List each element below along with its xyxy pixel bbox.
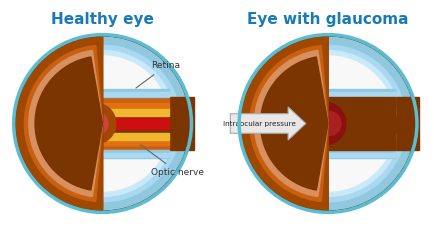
Circle shape	[302, 102, 345, 145]
Bar	[93, 118, 169, 129]
Bar	[319, 150, 394, 158]
Wedge shape	[79, 50, 176, 197]
Bar	[93, 139, 169, 145]
Wedge shape	[14, 35, 102, 212]
Text: Healthy eye: Healthy eye	[51, 12, 154, 27]
Polygon shape	[319, 145, 325, 155]
Bar	[319, 118, 394, 129]
Circle shape	[83, 111, 108, 136]
Polygon shape	[319, 102, 325, 145]
Wedge shape	[16, 37, 102, 210]
Wedge shape	[80, 51, 175, 196]
Bar	[319, 103, 394, 109]
Bar	[319, 92, 394, 96]
Circle shape	[75, 103, 115, 144]
Bar	[319, 109, 394, 116]
Wedge shape	[254, 51, 327, 197]
Bar	[323, 97, 418, 150]
Bar	[93, 153, 169, 157]
Bar	[319, 97, 394, 150]
Bar	[93, 109, 169, 116]
Wedge shape	[305, 50, 401, 197]
Polygon shape	[319, 106, 325, 141]
Bar	[98, 97, 193, 150]
Wedge shape	[87, 37, 188, 210]
Polygon shape	[319, 92, 325, 102]
Bar	[319, 139, 394, 145]
Wedge shape	[307, 45, 405, 202]
Text: Eye with glaucoma: Eye with glaucoma	[247, 12, 408, 27]
Wedge shape	[35, 57, 102, 190]
Circle shape	[239, 35, 416, 212]
Wedge shape	[82, 56, 170, 191]
Circle shape	[14, 35, 191, 212]
Wedge shape	[29, 51, 102, 197]
Bar	[319, 89, 394, 97]
Wedge shape	[24, 46, 102, 201]
Wedge shape	[312, 37, 413, 210]
Wedge shape	[305, 51, 400, 196]
Text: Optic nerve: Optic nerve	[140, 145, 204, 177]
Bar	[93, 92, 169, 96]
Wedge shape	[306, 56, 395, 191]
Bar	[93, 97, 169, 102]
Wedge shape	[312, 37, 413, 210]
Wedge shape	[239, 35, 327, 212]
Bar	[93, 133, 169, 139]
Polygon shape	[230, 107, 305, 140]
Polygon shape	[319, 99, 325, 147]
Wedge shape	[81, 54, 171, 193]
Bar	[93, 150, 169, 158]
Wedge shape	[87, 37, 188, 210]
Bar	[93, 103, 169, 109]
Wedge shape	[306, 54, 397, 193]
Bar	[319, 145, 394, 150]
Text: Retina: Retina	[135, 61, 180, 88]
Polygon shape	[319, 116, 325, 131]
Bar	[319, 153, 394, 157]
Wedge shape	[241, 37, 327, 210]
Circle shape	[316, 112, 340, 135]
Text: Intraocular pressure: Intraocular pressure	[222, 121, 295, 127]
Wedge shape	[260, 57, 327, 190]
Bar	[319, 133, 394, 139]
Polygon shape	[319, 102, 325, 145]
Bar	[319, 97, 394, 102]
Wedge shape	[249, 46, 327, 201]
Wedge shape	[307, 45, 405, 202]
Wedge shape	[82, 45, 181, 202]
Polygon shape	[319, 145, 325, 158]
Bar	[93, 145, 169, 150]
Bar	[93, 89, 169, 97]
Polygon shape	[319, 89, 325, 102]
Wedge shape	[82, 45, 181, 202]
